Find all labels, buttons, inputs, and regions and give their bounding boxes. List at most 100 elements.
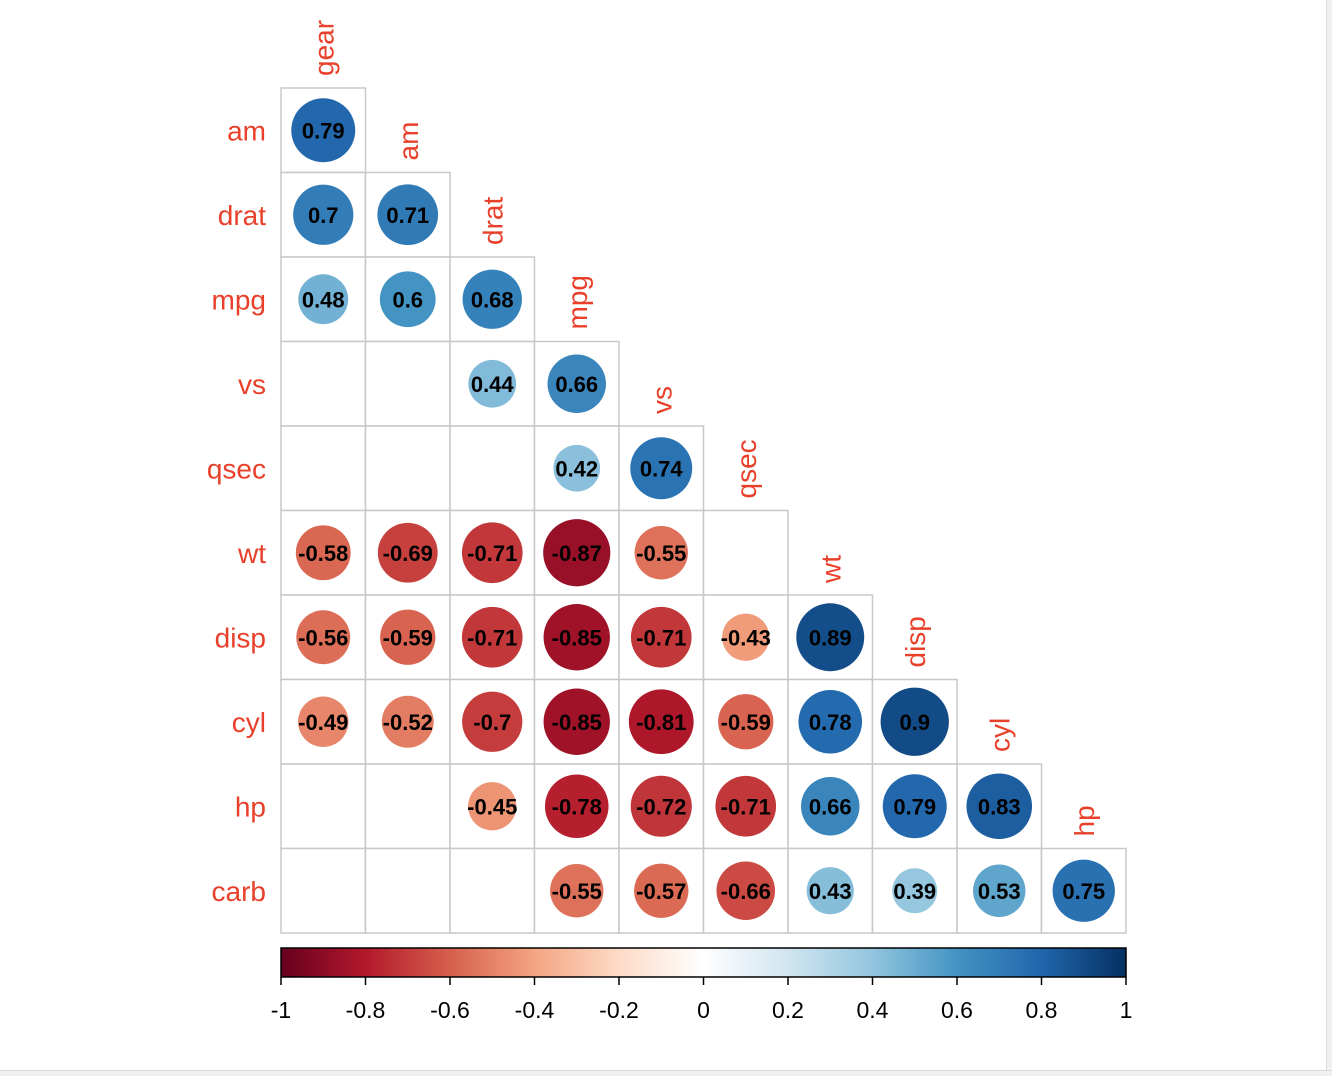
corr-value-disp-gear: -0.56 xyxy=(298,625,348,650)
corr-circle-cyl-gear xyxy=(298,696,349,747)
window-edge-bottom xyxy=(0,1070,1332,1076)
corr-circle-cyl-am xyxy=(381,695,434,748)
label-layer: am drat mpg vs qsec wt disp cyl hp carb gear am drat… xyxy=(207,20,1100,907)
colorbar-tick-label: 0.2 xyxy=(772,997,804,1023)
corr-value-carb-wt: 0.43 xyxy=(809,879,852,904)
corr-circle-cyl-qsec xyxy=(718,694,774,750)
corr-value-qsec-mpg: 0.42 xyxy=(555,456,598,481)
corr-value-cyl-wt: 0.78 xyxy=(809,710,852,735)
colorbar-tick-label: -0.6 xyxy=(430,997,470,1023)
colorbar-tick-label: 0.6 xyxy=(941,997,973,1023)
corr-value-hp-cyl: 0.83 xyxy=(978,794,1021,819)
corr-circle-carb-hp xyxy=(1052,859,1115,922)
corr-circle-vs-mpg xyxy=(547,354,606,413)
corr-value-qsec-vs: 0.74 xyxy=(640,456,684,481)
row-label-qsec: qsec xyxy=(207,453,266,484)
corr-value-wt-vs: -0.55 xyxy=(636,541,686,566)
diagonal-label-qsec: qsec xyxy=(731,439,762,498)
corr-circle-wt-am xyxy=(377,522,438,583)
corr-circle-hp-qsec xyxy=(715,775,777,837)
corr-value-carb-disp: 0.39 xyxy=(893,879,936,904)
corr-value-hp-mpg: -0.78 xyxy=(552,794,602,819)
diagonal-label-cyl: cyl xyxy=(984,718,1015,752)
row-label-hp: hp xyxy=(235,791,266,822)
grid-cell xyxy=(364,847,451,934)
corr-value-am-gear: 0.79 xyxy=(302,118,345,143)
corr-circle-qsec-vs xyxy=(630,437,693,500)
corr-circle-wt-vs xyxy=(634,526,688,580)
corr-value-carb-vs: -0.57 xyxy=(636,879,686,904)
grid-cell xyxy=(533,425,620,512)
colorbar-tick-label: 0.8 xyxy=(1026,997,1058,1023)
corr-value-carb-cyl: 0.53 xyxy=(978,879,1021,904)
corr-circle-carb-disp xyxy=(892,868,938,914)
corr-circle-cyl-drat xyxy=(462,691,523,752)
corr-circle-mpg-gear xyxy=(298,274,349,325)
row-label-mpg: mpg xyxy=(212,284,266,315)
corr-circle-vs-drat xyxy=(468,359,517,408)
corr-circle-qsec-mpg xyxy=(553,444,601,492)
corr-value-hp-wt: 0.66 xyxy=(809,794,852,819)
corr-value-wt-am: -0.69 xyxy=(383,541,433,566)
corr-circle-cyl-disp xyxy=(880,687,949,756)
row-label-cyl: cyl xyxy=(232,707,266,738)
colorbar-tick-label: 1 xyxy=(1120,997,1133,1023)
corr-value-cyl-gear: -0.49 xyxy=(298,710,348,735)
corr-circle-hp-drat xyxy=(468,782,517,831)
corr-circle-disp-wt xyxy=(796,603,865,672)
corr-circle-cyl-wt xyxy=(798,689,863,754)
corr-circle-cyl-vs xyxy=(628,689,694,755)
corr-value-cyl-qsec: -0.59 xyxy=(721,710,771,735)
diagonal-label-wt: wt xyxy=(815,555,846,584)
corr-value-carb-hp: 0.75 xyxy=(1062,879,1105,904)
colorbar-tick-label: -0.4 xyxy=(515,997,555,1023)
grid-cell xyxy=(280,340,367,427)
corr-circle-disp-am xyxy=(380,609,436,665)
colorbar-tick-label: 0 xyxy=(697,997,710,1023)
corr-value-drat-gear: 0.7 xyxy=(308,203,339,228)
corr-value-disp-am: -0.59 xyxy=(383,625,433,650)
corr-circle-carb-mpg xyxy=(550,864,604,918)
corr-circle-disp-drat xyxy=(461,606,523,668)
corr-value-cyl-mpg: -0.85 xyxy=(552,710,602,735)
colorbar-tick-label: 0.4 xyxy=(857,997,889,1023)
row-label-wt: wt xyxy=(237,538,266,569)
corr-circle-carb-vs xyxy=(634,863,689,918)
diagonal-label-vs: vs xyxy=(646,386,677,414)
corr-value-disp-mpg: -0.85 xyxy=(552,625,602,650)
corr-circle-disp-gear xyxy=(296,610,351,665)
corr-circle-carb-wt xyxy=(806,867,854,915)
row-label-drat: drat xyxy=(218,200,266,231)
corr-value-vs-drat: 0.44 xyxy=(471,372,515,397)
grid-cell xyxy=(364,763,451,850)
corr-circle-wt-mpg xyxy=(543,519,611,587)
corr-value-hp-drat: -0.45 xyxy=(467,794,517,819)
corr-value-cyl-drat: -0.7 xyxy=(473,710,511,735)
colorbar-tick-label: -1 xyxy=(271,997,291,1023)
corr-circle-carb-qsec xyxy=(716,861,775,920)
corr-value-disp-wt: 0.89 xyxy=(809,625,852,650)
corr-value-mpg-drat: 0.68 xyxy=(471,287,514,312)
grid-cell xyxy=(364,340,451,427)
grid-cell xyxy=(280,425,367,512)
corr-value-cyl-disp: 0.9 xyxy=(899,710,930,735)
corr-value-hp-qsec: -0.71 xyxy=(721,794,771,819)
grid-cell xyxy=(280,763,367,850)
colorbar-tick-label: -0.2 xyxy=(599,997,639,1023)
corr-value-cyl-am: -0.52 xyxy=(383,710,433,735)
corr-circle-disp-mpg xyxy=(543,604,610,671)
corr-value-disp-qsec: -0.43 xyxy=(721,625,771,650)
corr-circle-hp-disp xyxy=(882,774,947,839)
colorbar-tick-label: -0.8 xyxy=(346,997,386,1023)
colorbar xyxy=(280,947,1127,978)
corr-value-cyl-vs: -0.81 xyxy=(636,710,686,735)
corr-value-carb-mpg: -0.55 xyxy=(552,879,602,904)
row-label-carb: carb xyxy=(212,876,266,907)
marker-layer: 0.79 0.7 0.71 0.48 0.6 0.68 0.44 0.66 0.42 0.74 -0… xyxy=(291,98,1115,922)
diagonal-label-disp: disp xyxy=(900,616,931,667)
grid-cell xyxy=(449,425,536,512)
grid-cell xyxy=(280,594,367,681)
row-label-vs: vs xyxy=(238,369,266,400)
